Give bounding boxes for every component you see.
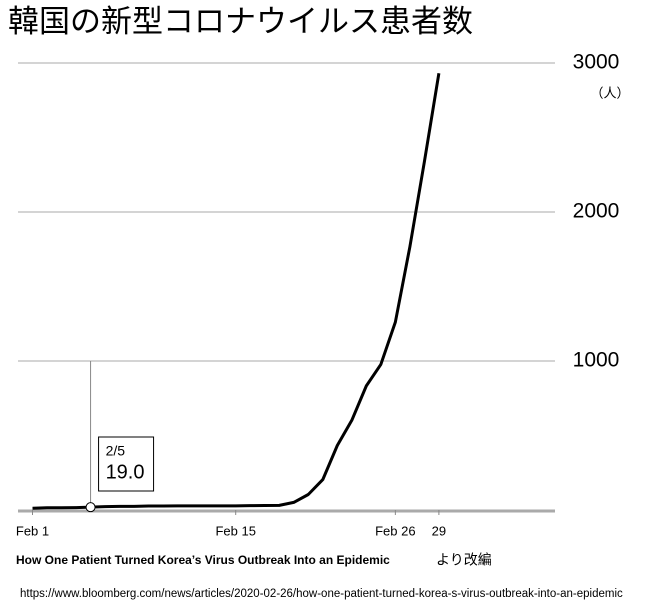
annotation-value: 19.0 [106, 461, 145, 483]
source-url: https://www.bloomberg.com/news/articles/… [20, 588, 623, 600]
y-unit: （人） [590, 85, 629, 100]
chart-title: 韓国の新型コロナウイルス患者数 [8, 4, 473, 39]
x-tick-label: Feb 15 [215, 523, 255, 538]
source-note: より改編 [436, 552, 492, 568]
x-tick-label: Feb 1 [16, 523, 49, 538]
x-tick-label: 29 [432, 523, 446, 538]
line [32, 73, 441, 510]
x-tick-label: Feb 26 [375, 523, 415, 538]
y-tick-label: 3000 [573, 51, 620, 74]
annotation-box [98, 436, 155, 492]
y-tick-label: 1000 [573, 349, 620, 372]
source-title: How One Patient Turned Korea’s Virus Out… [16, 553, 390, 567]
y-tick-label: 2000 [573, 200, 620, 223]
annotation-marker [85, 502, 96, 513]
annotation-label: 2/5 [106, 443, 126, 459]
